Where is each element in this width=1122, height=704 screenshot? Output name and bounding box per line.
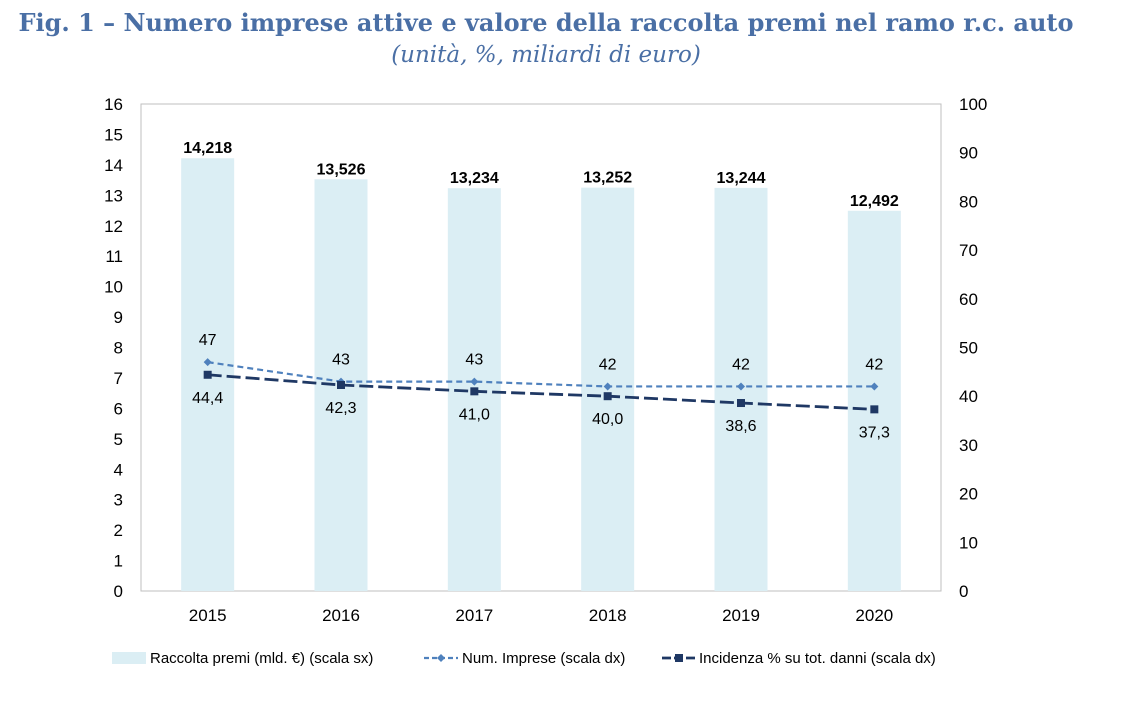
x-tick-label: 2015 (189, 606, 227, 625)
chart-title: Fig. 1 – Numero imprese attive e valore … (18, 8, 1074, 37)
point-incidenza (603, 392, 612, 401)
point-num-imprese (870, 382, 879, 391)
x-tick-label: 2020 (855, 606, 893, 625)
y-right-tick-label: 70 (959, 241, 978, 260)
y-left-tick-label: 10 (104, 278, 123, 297)
point-incidenza (203, 370, 212, 379)
y-left-tick-label: 3 (114, 491, 123, 510)
y-right-tick-label: 60 (959, 290, 978, 309)
x-tick-label: 2017 (455, 606, 493, 625)
x-tick-label: 2018 (589, 606, 627, 625)
num-imprese-data-label: 42 (865, 356, 883, 373)
bar-data-label: 13,244 (717, 170, 766, 187)
y-left-tick-label: 9 (114, 308, 123, 327)
incidenza-data-label: 37,3 (859, 424, 890, 441)
y-right-tick-label: 90 (959, 144, 978, 163)
plot-frame (140, 103, 942, 592)
chart-subtitle: (unità, %, miliardi di euro) (391, 42, 701, 68)
num-imprese-data-label: 47 (199, 332, 217, 349)
y-right-tick-label: 0 (959, 582, 968, 601)
point-num-imprese (603, 382, 612, 391)
y-left-tick-label: 2 (114, 521, 123, 540)
point-incidenza (470, 387, 479, 396)
point-incidenza (737, 399, 745, 408)
x-tick-label: 2016 (322, 606, 360, 625)
legend-marker-num-imprese (437, 654, 445, 662)
bar-data-label: 13,252 (583, 170, 632, 187)
incidenza-data-label: 42,3 (325, 400, 356, 417)
series-line-num-imprese (207, 361, 875, 388)
legend-label-incidenza: Incidenza % su tot. danni (scala dx) (699, 650, 936, 667)
bar-data-label: 14,218 (183, 140, 232, 157)
incidenza-data-label: 41,0 (459, 406, 490, 423)
y-right-tick-label: 40 (959, 387, 978, 406)
y-left-tick-label: 1 (114, 552, 123, 571)
y-left-tick-label: 16 (104, 95, 123, 114)
point-incidenza (337, 380, 345, 389)
point-num-imprese (470, 377, 479, 386)
y-left-tick-label: 15 (104, 125, 123, 144)
num-imprese-data-label: 42 (732, 356, 750, 373)
incidenza-data-label: 44,4 (192, 390, 223, 407)
y-right-tick-label: 100 (959, 95, 987, 114)
incidenza-data-label: 40,0 (592, 411, 623, 428)
bar-data-label: 13,234 (450, 170, 499, 187)
y-right-tick-label: 80 (959, 192, 978, 211)
point-num-imprese (203, 358, 212, 367)
y-left-tick-label: 5 (114, 430, 123, 449)
y-right-tick-label: 30 (959, 436, 978, 455)
y-left-tick-label: 7 (114, 369, 123, 388)
y-right-tick-label: 10 (959, 533, 978, 552)
legend-marker-incidenza (675, 654, 683, 662)
y-left-tick-label: 8 (114, 339, 123, 358)
bar-data-label: 13,526 (317, 161, 366, 178)
num-imprese-data-label: 42 (599, 356, 617, 373)
y-left-tick-label: 14 (104, 156, 123, 175)
num-imprese-data-label: 43 (332, 352, 350, 369)
bar (847, 210, 901, 591)
point-incidenza (870, 405, 879, 414)
y-left-tick-label: 12 (104, 217, 123, 236)
series-line-incidenza (207, 373, 875, 411)
incidenza-data-label: 38,6 (725, 418, 756, 435)
legend-label-raccolta: Raccolta premi (mld. €) (scala sx) (150, 650, 373, 667)
y-left-tick-label: 13 (104, 186, 123, 205)
x-tick-label: 2019 (722, 606, 760, 625)
legend-label-num-imprese: Num. Imprese (scala dx) (462, 650, 625, 667)
y-left-tick-label: 6 (114, 399, 123, 418)
y-right-tick-label: 50 (959, 339, 978, 358)
num-imprese-data-label: 43 (465, 352, 483, 369)
point-num-imprese (737, 382, 745, 391)
legend-swatch-raccolta (112, 652, 146, 664)
y-right-tick-label: 20 (959, 485, 978, 504)
y-left-tick-label: 0 (114, 582, 123, 601)
y-left-tick-label: 11 (105, 247, 123, 266)
y-left-tick-label: 4 (114, 460, 123, 479)
bar-data-label: 12,492 (850, 193, 899, 210)
